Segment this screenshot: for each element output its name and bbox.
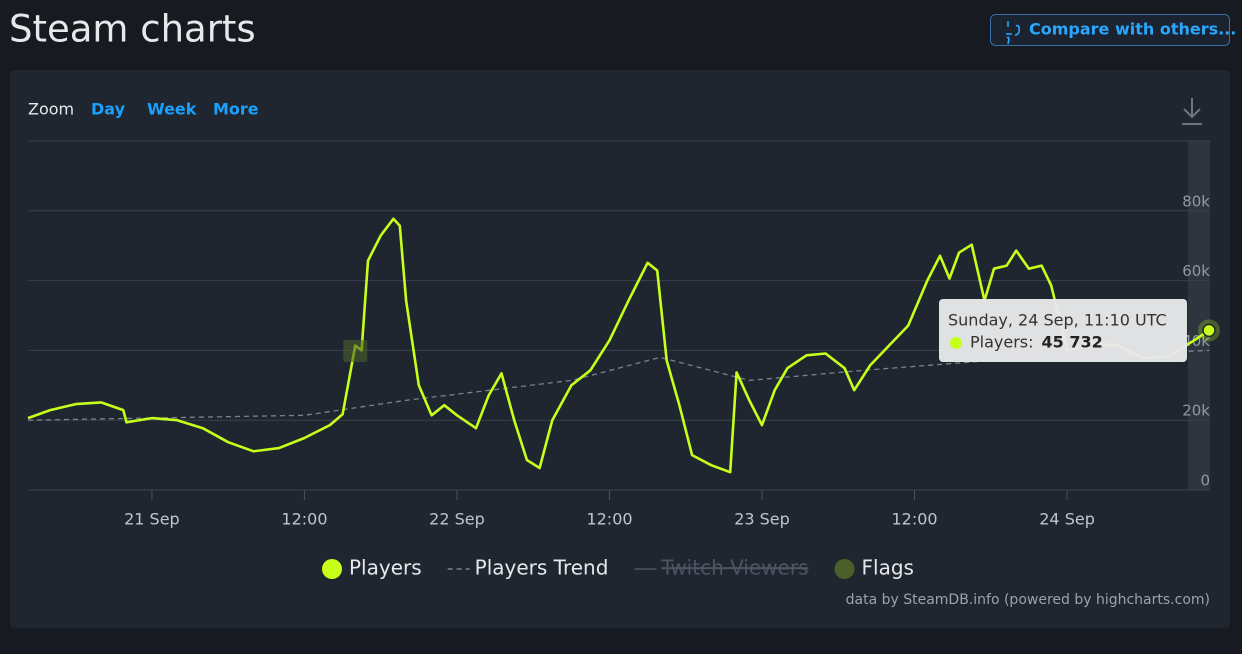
zoom-button[interactable]: More bbox=[213, 100, 259, 119]
legend-label: Twitch Viewers bbox=[660, 556, 808, 580]
y-tick-label: 20k bbox=[1182, 402, 1210, 420]
zoom-button[interactable]: Week bbox=[147, 100, 197, 119]
y-tick-label: 40k bbox=[1182, 332, 1210, 350]
legend-item[interactable]: Players Trend bbox=[447, 556, 609, 580]
button-label[interactable]: Compare with others... bbox=[1029, 20, 1236, 39]
y-tick-label: 60k bbox=[1182, 262, 1210, 280]
page-title: Steam charts bbox=[9, 8, 256, 51]
zoom-label: Zoom bbox=[28, 100, 74, 119]
download-icon[interactable] bbox=[1182, 98, 1202, 125]
series-line bbox=[27, 349, 1210, 421]
tooltip-label: Players: bbox=[970, 333, 1034, 352]
x-tick-label: 21 Sep bbox=[124, 510, 180, 529]
legend-item[interactable]: Flags bbox=[834, 556, 914, 580]
legend-item[interactable]: Players bbox=[322, 556, 422, 580]
x-tick-label: 12:00 bbox=[281, 510, 327, 529]
x-tick-label: 12:00 bbox=[891, 510, 937, 529]
tooltip-value: 45 732 bbox=[1042, 333, 1103, 352]
tooltip: Sunday, 24 Sep, 11:10 UTC Players: 45 732 bbox=[939, 299, 1187, 362]
legend-label: Players bbox=[349, 556, 422, 580]
tooltip-dot bbox=[950, 337, 962, 349]
navigator-edge bbox=[1188, 141, 1210, 490]
x-tick-label: 12:00 bbox=[586, 510, 632, 529]
credits: data by SteamDB.info (powered by highcha… bbox=[846, 592, 1210, 608]
compare-button[interactable]: Compare with others... bbox=[990, 14, 1237, 46]
y-tick-label: 80k bbox=[1182, 192, 1210, 210]
chart-panel bbox=[10, 70, 1230, 628]
legend-label: Flags bbox=[862, 556, 914, 580]
legend-symbol bbox=[322, 559, 342, 579]
x-tick-label: 23 Sep bbox=[734, 510, 790, 529]
button-frame[interactable] bbox=[990, 14, 1230, 46]
x-tick-label: 22 Sep bbox=[429, 510, 485, 529]
legend-symbol bbox=[834, 559, 855, 579]
tooltip-header: Sunday, 24 Sep, 11:10 UTC bbox=[948, 311, 1167, 330]
x-tick-label: 24 Sep bbox=[1039, 510, 1095, 529]
hover-point bbox=[1202, 323, 1216, 338]
legend-label: Players Trend bbox=[475, 556, 609, 580]
series-line bbox=[27, 217, 1210, 474]
tooltip-box bbox=[939, 299, 1187, 362]
flag-marker bbox=[343, 340, 368, 362]
zoom-button[interactable]: Day bbox=[91, 100, 126, 119]
y-tick-label: 0 bbox=[1200, 472, 1210, 490]
compare-icon bbox=[1006, 21, 1020, 45]
legend-item[interactable]: Twitch Viewers bbox=[634, 556, 809, 580]
